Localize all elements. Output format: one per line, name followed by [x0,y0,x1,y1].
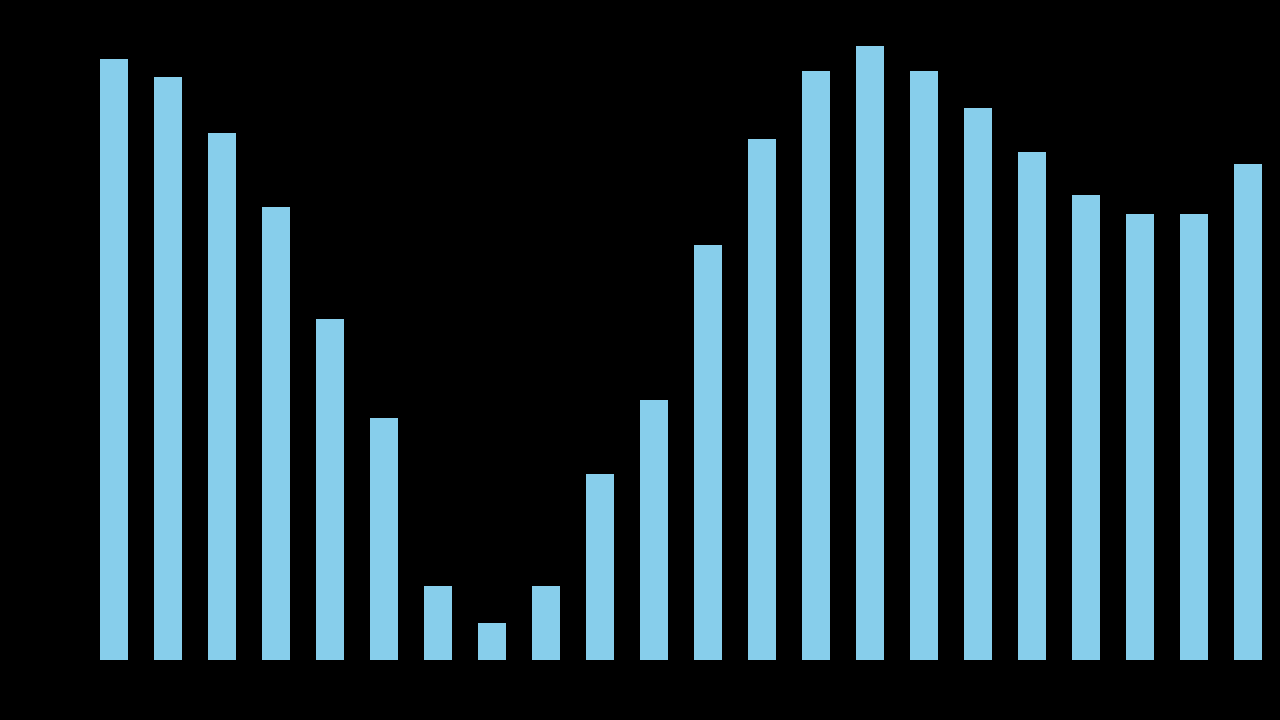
bar [910,71,938,660]
bar [964,108,992,660]
plot-area [100,40,1260,660]
bar [748,139,776,660]
bar [100,59,128,660]
bar [154,77,182,660]
bar [694,245,722,660]
bar [640,400,668,660]
bar [370,418,398,660]
bar [262,207,290,660]
bar [1018,152,1046,660]
bar [1180,214,1208,660]
bar [1126,214,1154,660]
bar [1234,164,1262,660]
bar [586,474,614,660]
bar [532,586,560,660]
bar [424,586,452,660]
bar [856,46,884,660]
bar [208,133,236,660]
bar [316,319,344,660]
bar [802,71,830,660]
bar [1072,195,1100,660]
bar [478,623,506,660]
bar-chart [0,0,1280,720]
